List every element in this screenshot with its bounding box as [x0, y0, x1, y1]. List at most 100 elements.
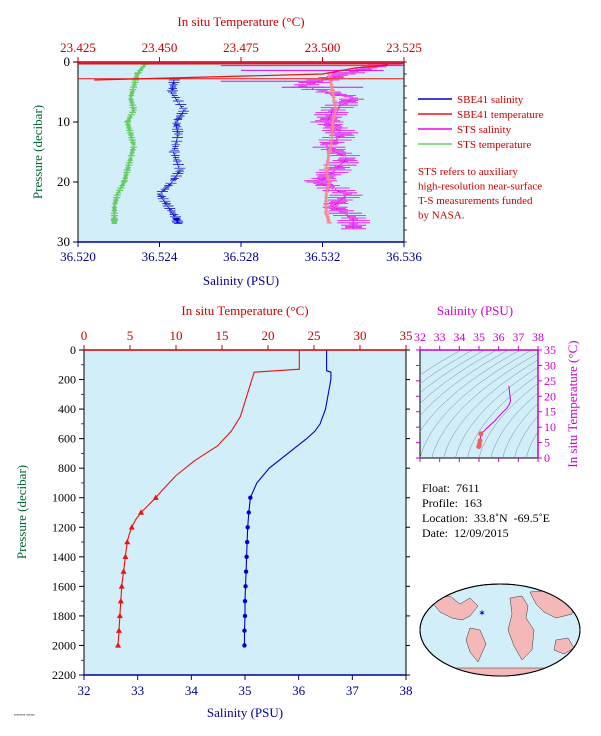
footer-credit: ▪▪▪▪▪▪▪▪ ▪▪▪▪▪▪: [14, 712, 35, 717]
sts-note-line: high-resolution near-surface: [418, 181, 542, 193]
density-contour: [420, 350, 533, 458]
top-temp-tick-label: 23.525: [386, 40, 422, 55]
sbe41-salinity-line: [156, 79, 190, 224]
main-plot-temp-axis-title: In situ Temperature (°C): [181, 303, 308, 318]
ts-point: [478, 431, 484, 437]
ts-sal-tick-label: 37: [512, 330, 524, 344]
salinity-point: [248, 495, 253, 500]
main-pres-tick-label: 400: [58, 402, 76, 416]
float-location-marker: ✶: [478, 608, 486, 618]
salinity-point: [244, 539, 250, 545]
temperature-point: [118, 583, 125, 589]
main-sal-tick-label: 33: [131, 683, 144, 698]
top-temp-tick-label: 23.425: [60, 40, 96, 55]
temperature-point: [128, 524, 135, 530]
temperature-point: [117, 597, 124, 604]
temperature-point: [124, 538, 131, 545]
salinity-point: [243, 584, 248, 589]
map-land-antarctica: [424, 667, 576, 676]
main-sal-tick-label: 35: [239, 683, 252, 698]
ts-temp-tick-label: 25: [544, 374, 556, 388]
density-contour: [431, 352, 538, 458]
ts-temp-tick-label: 35: [544, 343, 556, 357]
ts-sal-tick-label: 32: [414, 330, 426, 344]
sts-note-line: by NASA.: [418, 210, 465, 222]
top-sal-tick-label: 36.536: [386, 249, 422, 264]
top-plot-temp-axis-title: In situ Temperature (°C): [177, 14, 304, 29]
main-pres-tick-label: 1000: [52, 491, 76, 505]
ts-temp-tick-label: 0: [544, 451, 550, 465]
sts-note-line: T-S measurements funded: [418, 195, 533, 207]
legend-label: STS salinity: [457, 124, 512, 136]
main-plot-sal-axis-title: Salinity (PSU): [207, 705, 283, 720]
ts-plot-sal-axis-title: Salinity (PSU): [437, 303, 513, 318]
main-pres-tick-label: 200: [58, 373, 76, 387]
main-pres-tick-label: 1400: [52, 550, 76, 564]
top-plot-pressure-axis-title: Pressure (decibar): [30, 105, 45, 199]
main-temp-tick-label: 30: [354, 328, 367, 343]
main-temp-tick-label: 25: [308, 328, 321, 343]
density-contour: [443, 359, 538, 458]
salinity-point: [242, 628, 247, 633]
sts-salinity-line: [291, 62, 404, 230]
map-land-europe-africa: [507, 595, 535, 661]
main-pres-tick-label: 0: [70, 343, 76, 357]
top-sal-tick-label: 36.520: [60, 249, 96, 264]
main-pres-tick-label: 2000: [52, 638, 76, 652]
map-land-americas-north: [429, 595, 479, 621]
ts-sal-tick-label: 36: [493, 330, 505, 344]
salinity-point: [245, 525, 250, 530]
density-contour: [466, 374, 538, 458]
main-sal-tick-label: 34: [185, 683, 199, 698]
main-sal-tick-label: 32: [78, 683, 91, 698]
temperature-point: [138, 509, 145, 515]
salinity-point: [242, 598, 248, 604]
temperature-point: [115, 627, 122, 633]
temperature-point: [152, 494, 159, 500]
sts-note-line: STS refers to auxiliary: [418, 166, 518, 178]
main-temp-tick-label: 5: [127, 328, 134, 343]
top-sal-tick-label: 36.524: [142, 249, 178, 264]
main-sal-tick-label: 38: [400, 683, 413, 698]
ts-sal-tick-label: 33: [434, 330, 446, 344]
temperature-point: [115, 642, 122, 648]
info-date: Date: 12/09/2015: [422, 526, 509, 540]
main-pres-tick-label: 800: [58, 461, 76, 475]
ts-plot-temp-axis-title: In situ Temperature (°C): [565, 340, 580, 467]
top-sal-tick-label: 36.532: [305, 249, 341, 264]
main-temp-tick-label: 15: [216, 328, 229, 343]
density-contour: [420, 350, 462, 376]
main-sal-tick-label: 36: [292, 683, 306, 698]
top-pres-tick-label: 10: [57, 114, 70, 129]
salinity-point: [243, 569, 249, 574]
ts-temp-tick-label: 5: [544, 436, 550, 450]
legend-label: SBE41 temperature: [457, 109, 544, 121]
ts-point: [476, 444, 482, 450]
map-land-australia: [553, 637, 575, 655]
salinity-point: [242, 643, 247, 648]
sbe41-temperature-line: [94, 64, 388, 81]
ts-temp-tick-label: 15: [544, 405, 556, 419]
map-land-americas-south: [465, 627, 487, 663]
main-pres-tick-label: 1800: [52, 609, 76, 623]
top-pres-tick-label: 0: [64, 54, 71, 69]
main-temp-tick-label: 10: [170, 328, 183, 343]
info-profile: Profile: 163: [422, 496, 482, 510]
density-contour: [420, 350, 485, 394]
top-plot-sal-axis-title: Salinity (PSU): [203, 273, 279, 288]
legend-label: STS temperature: [457, 139, 531, 151]
density-contour: [420, 350, 521, 433]
main-temp-tick-label: 0: [81, 328, 88, 343]
salinity-point: [246, 510, 251, 515]
density-contour: [514, 415, 538, 458]
temperature-point: [120, 568, 127, 574]
top-pres-tick-label: 30: [57, 234, 70, 249]
salinity-profile-line: [243, 350, 332, 646]
ts-sal-tick-label: 34: [453, 330, 465, 344]
top-temp-tick-label: 23.500: [305, 40, 341, 55]
temperature-point: [116, 612, 123, 619]
ts-sal-tick-label: 38: [532, 330, 544, 344]
ts-temp-tick-label: 10: [544, 420, 556, 434]
top-pres-tick-label: 20: [57, 174, 70, 189]
